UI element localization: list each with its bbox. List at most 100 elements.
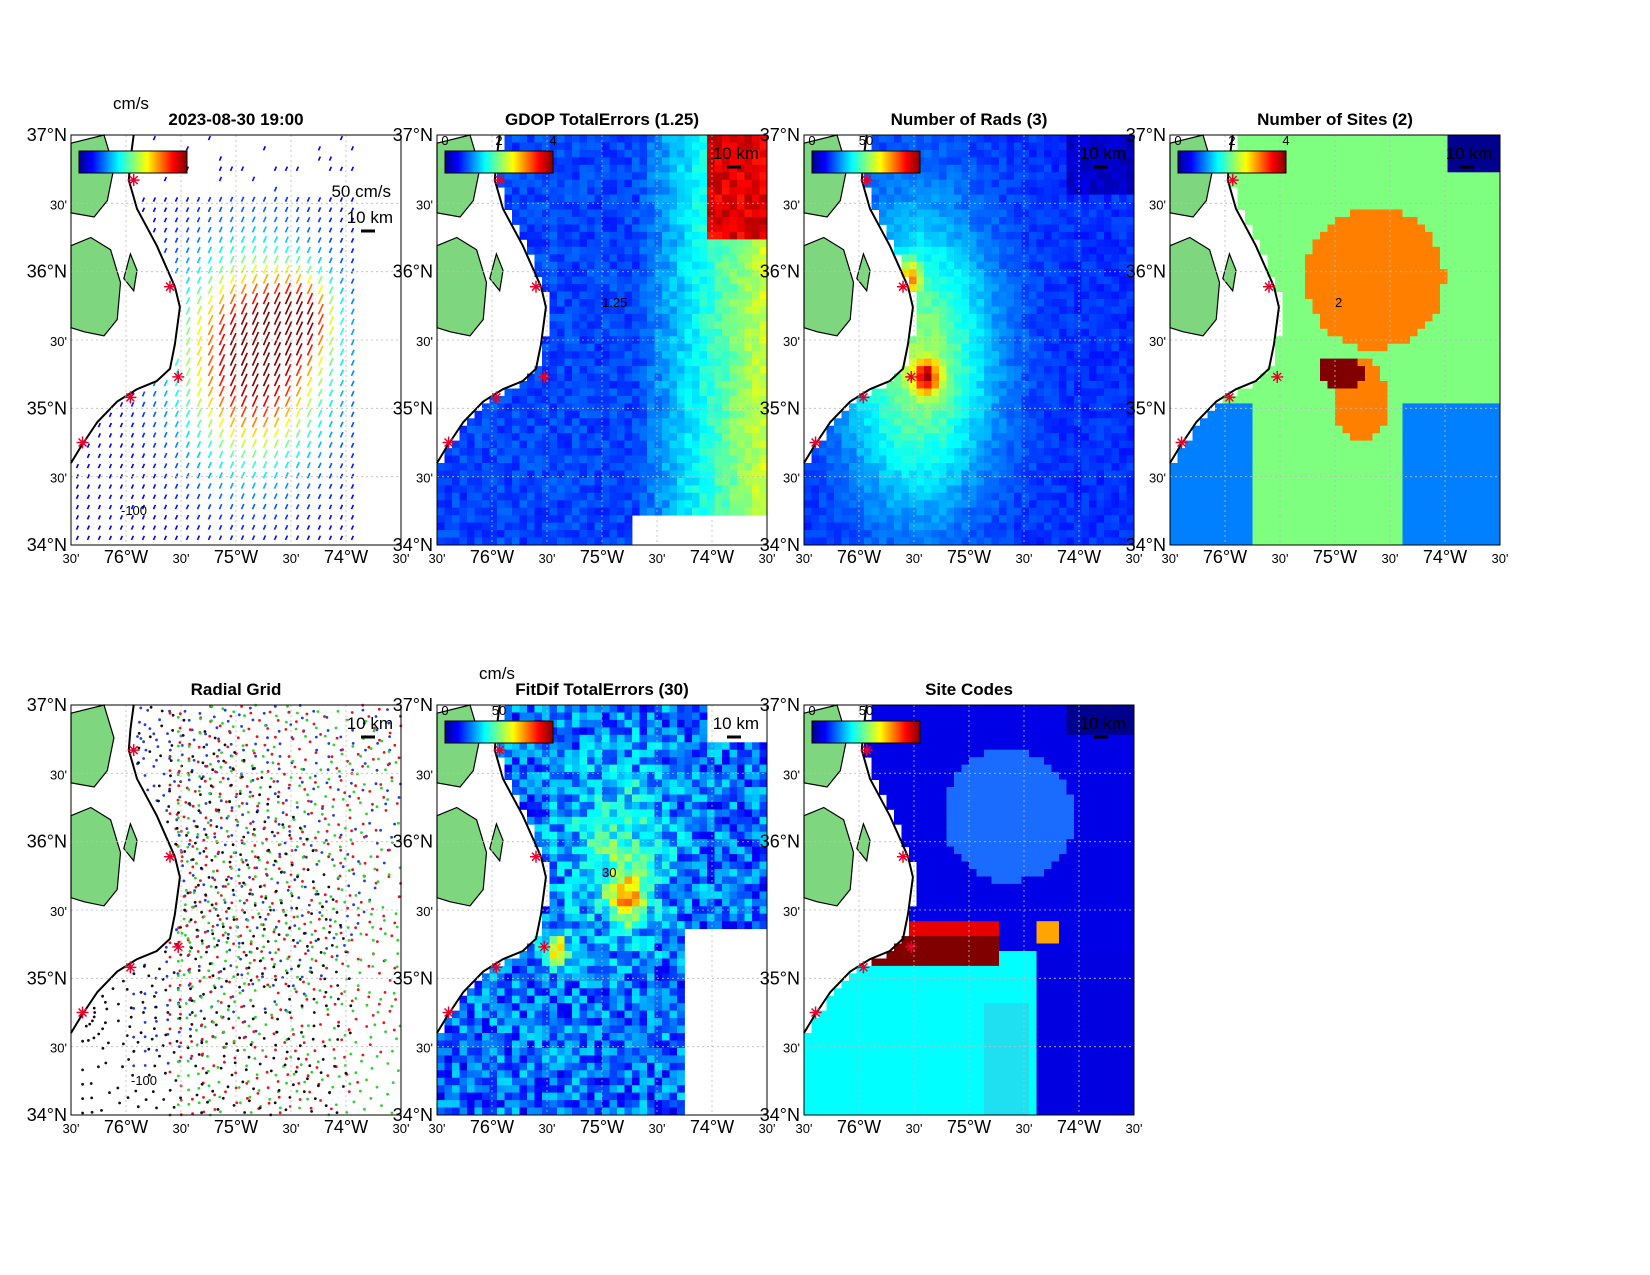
heatmap-cell bbox=[886, 135, 895, 143]
heatmap-cell bbox=[901, 135, 910, 143]
heatmap-cell bbox=[886, 515, 895, 524]
heatmap-cell bbox=[557, 194, 565, 203]
vector-arrow bbox=[196, 356, 203, 366]
heatmap-cell bbox=[677, 366, 685, 374]
heatmap-cell bbox=[894, 522, 902, 531]
heatmap-cell bbox=[924, 142, 932, 151]
heatmap-cell bbox=[864, 172, 872, 181]
heatmap-cell bbox=[886, 448, 895, 456]
heatmap-cell bbox=[826, 440, 835, 449]
heatmap-cell bbox=[744, 261, 753, 270]
heatmap-cell bbox=[946, 321, 955, 330]
vector-arrow bbox=[284, 206, 289, 213]
heatmap-cell bbox=[999, 455, 1007, 464]
heatmap-cell bbox=[1074, 336, 1082, 345]
vector-arrow bbox=[130, 463, 135, 469]
heatmap-cell bbox=[984, 470, 992, 479]
heatmap-cell bbox=[759, 157, 768, 166]
heatmap-cell bbox=[1365, 172, 1373, 181]
heatmap-cell bbox=[1104, 231, 1112, 240]
heatmap-cell bbox=[714, 313, 723, 322]
heatmap-cell bbox=[969, 313, 977, 322]
vector-arrow bbox=[152, 421, 157, 428]
heatmap-cell bbox=[744, 433, 753, 442]
heatmap-cell bbox=[916, 284, 925, 292]
heatmap-cell bbox=[1119, 477, 1127, 486]
heatmap-cell bbox=[1096, 440, 1105, 449]
heatmap-cell bbox=[542, 485, 550, 494]
heatmap-cell bbox=[961, 410, 970, 419]
heatmap-cell bbox=[1021, 410, 1030, 419]
heatmap-cell bbox=[467, 530, 475, 538]
heatmap-cell bbox=[564, 507, 573, 516]
heatmap-cell bbox=[624, 217, 633, 225]
heatmap-cell bbox=[1029, 515, 1037, 524]
heatmap-cell bbox=[684, 299, 693, 307]
heatmap-cell bbox=[1059, 470, 1067, 479]
heatmap-cell bbox=[1059, 358, 1067, 367]
heatmap-cell bbox=[976, 463, 985, 471]
heatmap-cell bbox=[489, 530, 498, 538]
heatmap-cell bbox=[602, 261, 610, 270]
heatmap-cell bbox=[549, 276, 558, 285]
heatmap-cell bbox=[1126, 246, 1135, 255]
heatmap-cell bbox=[826, 500, 835, 509]
heatmap-cell bbox=[549, 410, 558, 419]
heatmap-cell bbox=[976, 217, 985, 225]
heatmap-cell bbox=[624, 440, 633, 449]
heatmap-cell bbox=[654, 135, 663, 143]
heatmap-cell bbox=[1440, 142, 1448, 151]
heatmap-cell bbox=[924, 306, 932, 315]
heatmap-cell bbox=[752, 492, 760, 501]
heatmap-cell bbox=[654, 164, 663, 173]
vector-arrow bbox=[229, 332, 237, 346]
heatmap-cell bbox=[692, 269, 700, 278]
heatmap-cell bbox=[826, 492, 835, 501]
heatmap-cell bbox=[662, 492, 670, 501]
vector-arrow bbox=[284, 226, 289, 233]
heatmap-cell bbox=[669, 194, 678, 203]
heatmap-cell bbox=[1290, 179, 1298, 188]
heatmap-cell bbox=[549, 135, 558, 143]
vector-arrow bbox=[328, 286, 334, 295]
vector-arrow bbox=[262, 273, 269, 284]
heatmap-cell bbox=[1074, 373, 1082, 382]
heatmap-cell bbox=[984, 395, 992, 404]
heatmap-cell bbox=[512, 530, 520, 538]
heatmap-cell bbox=[639, 194, 648, 203]
heatmap-cell bbox=[1044, 149, 1052, 158]
heatmap-cell bbox=[1021, 343, 1030, 352]
heatmap-cell bbox=[1096, 187, 1105, 196]
heatmap-cell bbox=[1089, 343, 1097, 352]
heatmap-cell bbox=[1029, 313, 1037, 322]
heatmap-cell bbox=[722, 336, 730, 345]
heatmap-cell bbox=[1059, 261, 1067, 270]
heatmap-cell bbox=[714, 135, 723, 143]
heatmap-cell bbox=[946, 343, 955, 352]
heatmap-cell bbox=[1021, 425, 1030, 434]
vector-arrow bbox=[229, 406, 236, 418]
vector-arrow bbox=[196, 325, 203, 336]
heatmap-cell bbox=[632, 179, 640, 188]
heatmap-cell bbox=[1044, 455, 1052, 464]
heatmap-cell bbox=[999, 336, 1007, 345]
heatmap-cell bbox=[692, 485, 700, 494]
vector-arrow bbox=[75, 494, 80, 500]
heatmap-cell bbox=[534, 261, 543, 270]
heatmap-cell bbox=[587, 381, 595, 389]
heatmap-cell bbox=[991, 157, 1000, 166]
heatmap-cell bbox=[871, 477, 880, 486]
heatmap-cell bbox=[1119, 388, 1127, 397]
heatmap-cell bbox=[759, 209, 768, 218]
heatmap-cell bbox=[699, 492, 708, 501]
heatmap-cell bbox=[886, 202, 895, 210]
heatmap-cell bbox=[894, 388, 902, 397]
heatmap-cell bbox=[976, 328, 985, 337]
heatmap-cell bbox=[534, 231, 543, 240]
heatmap-cell bbox=[1104, 470, 1112, 479]
heatmap-cell bbox=[699, 217, 708, 225]
heatmap-cell bbox=[1029, 194, 1037, 203]
heatmap-cell bbox=[632, 477, 640, 486]
heatmap-cell bbox=[961, 395, 970, 404]
heatmap-cell bbox=[1290, 164, 1298, 173]
